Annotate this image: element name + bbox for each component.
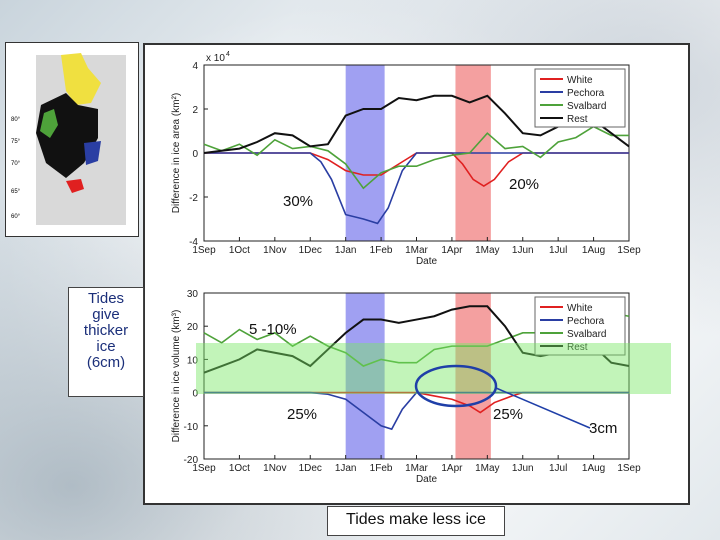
annotation-5-10pct: 5 -10%	[249, 321, 297, 338]
x-tick-label: 1Apr	[441, 463, 463, 474]
callout-line: ice	[96, 338, 116, 355]
y-axis-label: Difference in ice volume (km³)	[171, 310, 182, 443]
map-lat-label: 60°	[11, 214, 21, 220]
series-line-white	[204, 152, 629, 187]
y-tick-label: 4	[192, 61, 198, 72]
x-tick-label: 1Jan	[335, 463, 357, 474]
annotation-30pct: 30%	[283, 193, 314, 210]
y-tick-label: -4	[189, 237, 198, 248]
y-tick-label: 30	[187, 289, 199, 300]
map-lat-label: 65°	[11, 189, 21, 195]
green-highlight-band	[196, 343, 671, 394]
x-tick-label: 1Nov	[263, 463, 286, 474]
map-lat-label: 75°	[11, 139, 21, 145]
legend-entry: Pechora	[567, 88, 605, 99]
map-white-region	[66, 179, 84, 193]
x-tick-label: 1Jun	[512, 463, 534, 474]
tides-thicker-callout: Tides give thicker ice (6cm)	[68, 287, 144, 397]
x-tick-label: 1Jan	[335, 245, 357, 256]
legend-entry: Svalbard	[567, 329, 606, 340]
x-tick-label: 1Jul	[549, 463, 567, 474]
shaded-band	[345, 293, 385, 459]
x-tick-label: 1Mar	[405, 463, 428, 474]
annotation-25pct-left: 25%	[287, 406, 318, 423]
x-tick-label: 1Oct	[229, 245, 250, 256]
legend-entry: White	[567, 303, 593, 314]
x-tick-label: 1Dec	[299, 245, 322, 256]
axis-scale-exponent: 4	[226, 51, 230, 58]
x-tick-label: 1Sep	[192, 463, 216, 474]
callout-line: give	[92, 306, 120, 323]
figure-panel: -4 -2 0 2 4 1Sep 1Oct 1Nov 1Dec 1Jan 1Feb 1Mar 1Apr 1…	[143, 43, 690, 505]
x-tick-label: 1Sep	[617, 245, 641, 256]
x-tick-label: 1Jul	[549, 245, 567, 256]
x-tick-label: 1Dec	[299, 463, 322, 474]
callout-line: (6cm)	[86, 354, 126, 371]
map-pechora-region	[84, 141, 101, 165]
x-tick-label: 1Jun	[512, 245, 534, 256]
callout-line: thicker	[83, 322, 129, 339]
shaded-band	[345, 65, 385, 241]
y-tick-label: 0	[192, 389, 198, 400]
study-area-map: 80° 75° 70° 65° 60°	[5, 42, 139, 237]
x-tick-label: 1May	[475, 245, 499, 256]
annotation-25pct-right: 25%	[493, 406, 524, 423]
series-line-svalbard	[203, 125, 629, 190]
y-tick-label: 0	[192, 149, 198, 160]
annotation-3cm: 3cm	[589, 420, 618, 437]
x-axis-label: Date	[416, 256, 438, 267]
x-tick-label: 1Aug	[582, 245, 605, 256]
axis-scale-note: x 10	[206, 53, 225, 64]
annotation-20pct: 20%	[509, 176, 540, 193]
callout-line: Tides	[87, 290, 125, 307]
x-tick-label: 1Sep	[192, 245, 216, 256]
map-lat-label: 70°	[11, 161, 21, 167]
series-line-white	[204, 391, 629, 414]
legend-entry: Rest	[567, 114, 588, 125]
bottom-caption-box: Tides make less ice	[327, 506, 505, 536]
y-tick-label: -10	[184, 422, 199, 433]
legend-entry: Rest	[567, 342, 588, 353]
y-tick-label: 10	[187, 355, 199, 366]
series-line-pechora	[204, 391, 629, 431]
x-axis-label: Date	[416, 474, 438, 485]
x-tick-label: 1Sep	[617, 463, 641, 474]
x-tick-label: 1Oct	[229, 463, 250, 474]
map-north-region	[61, 53, 101, 105]
y-axis-label: Difference in ice area (km²)	[171, 93, 182, 213]
x-tick-label: 1Feb	[370, 463, 393, 474]
map-svalbard-region	[40, 109, 58, 138]
legend-entry: Svalbard	[567, 101, 606, 112]
map-graphic: 80° 75° 70° 65° 60°	[11, 53, 126, 225]
legend-entry: White	[567, 75, 593, 86]
legend-entry: Pechora	[567, 316, 605, 327]
y-tick-label: 2	[192, 105, 198, 116]
x-tick-label: 1Aug	[582, 463, 605, 474]
y-tick-label: -20	[184, 455, 199, 466]
series-line-pechora	[204, 152, 629, 225]
x-tick-label: 1Feb	[370, 245, 393, 256]
map-lat-label: 80°	[11, 117, 21, 123]
x-tick-label: 1May	[475, 463, 499, 474]
x-tick-label: 1Nov	[263, 245, 286, 256]
y-tick-label: 20	[187, 322, 199, 333]
x-tick-label: 1Mar	[405, 245, 428, 256]
x-tick-label: 1Apr	[441, 245, 463, 256]
y-tick-label: -2	[189, 193, 198, 204]
